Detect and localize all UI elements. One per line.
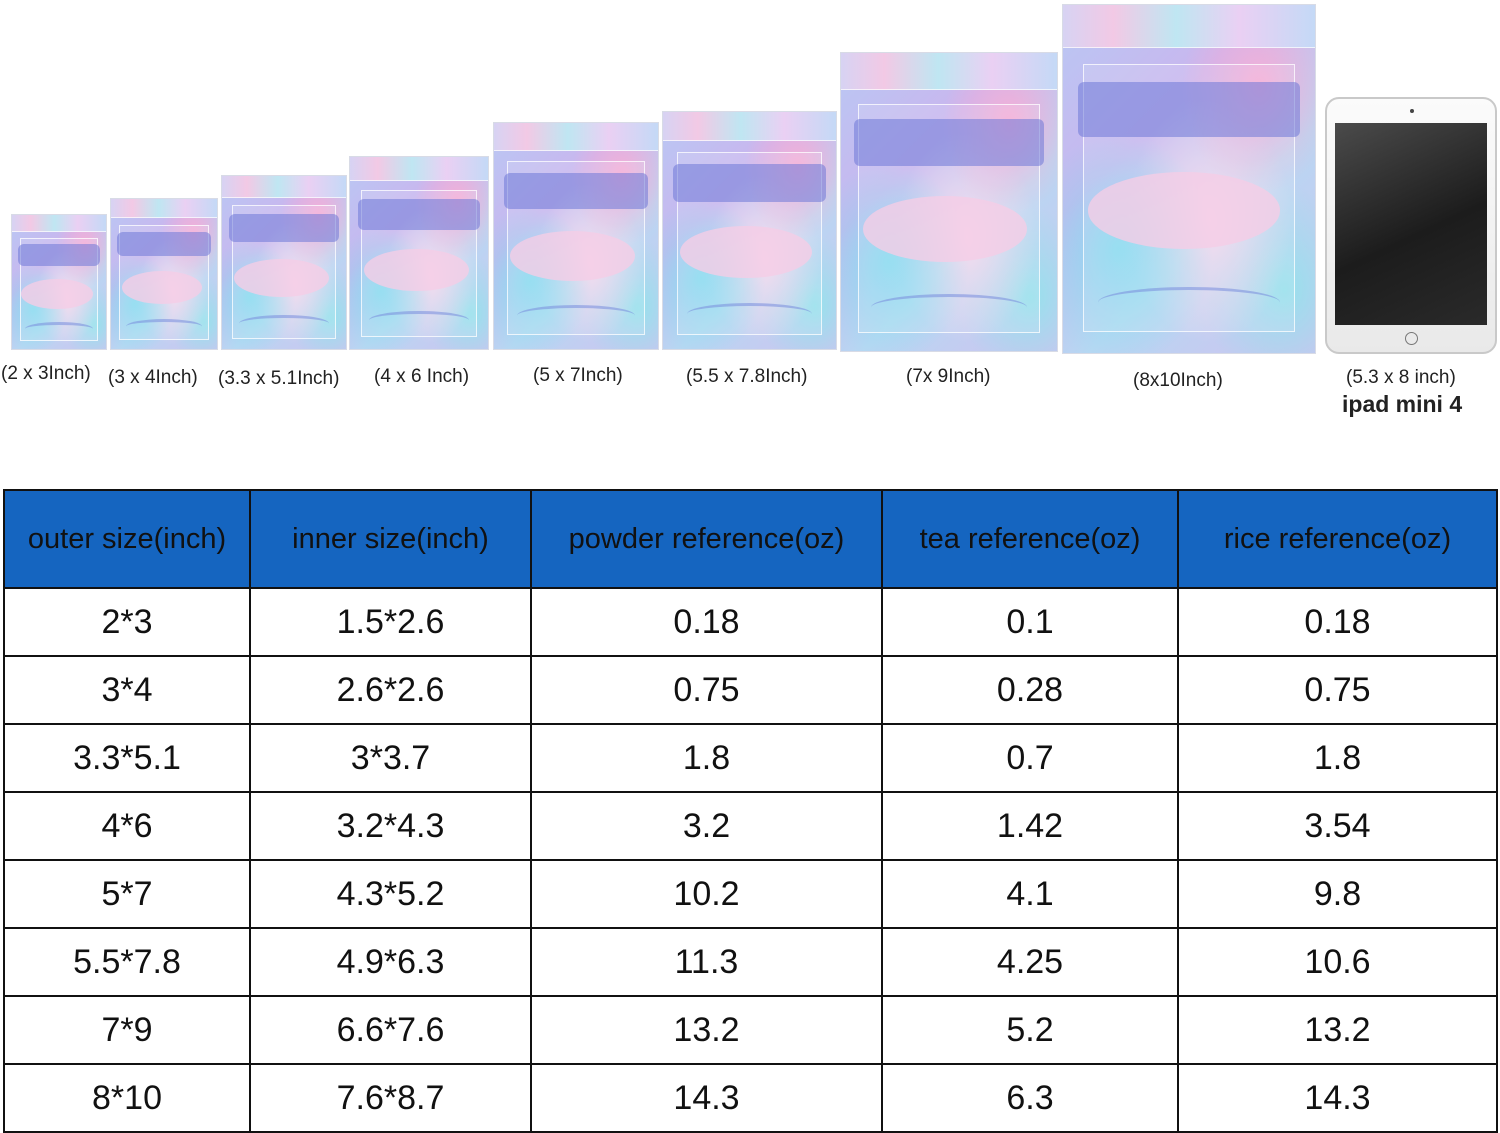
- powder-reference-cell: 14.3: [530, 1063, 883, 1133]
- table-row: 3.3*5.1 3*3.7 1.8 0.7 1.8: [3, 723, 1498, 793]
- ipad-size-label: (5.3 x 8 inch): [1346, 367, 1456, 388]
- table-row: 2*3 1.5*2.6 0.18 0.1 0.18: [3, 587, 1498, 657]
- bag-size-label: (8x10Inch): [1133, 370, 1223, 391]
- rice-reference-cell: 1.8: [1177, 723, 1498, 793]
- rice-reference-cell: 9.8: [1177, 859, 1498, 929]
- tea-reference-cell: 1.42: [881, 791, 1179, 861]
- outer-size-cell: 3.3*5.1: [3, 723, 251, 793]
- inner-size-cell: 2.6*2.6: [249, 655, 532, 725]
- powder-reference-cell: 1.8: [530, 723, 883, 793]
- tea-reference-cell: 0.28: [881, 655, 1179, 725]
- tea-reference-cell: 4.1: [881, 859, 1179, 929]
- powder-reference-cell: 0.75: [530, 655, 883, 725]
- bag-3-3x5-1-image: [221, 175, 347, 350]
- table-header-row: outer size(inch) inner size(inch) powder…: [3, 489, 1498, 589]
- outer-size-cell: 5*7: [3, 859, 251, 929]
- home-button-icon: [1405, 332, 1418, 345]
- bag-3x4-image: [110, 198, 218, 350]
- outer-size-cell: 8*10: [3, 1063, 251, 1133]
- table-row: 7*9 6.6*7.6 13.2 5.2 13.2: [3, 995, 1498, 1065]
- bag-2x3-image: [11, 214, 107, 350]
- tea-reference-cell: 5.2: [881, 995, 1179, 1065]
- powder-reference-cell: 0.18: [530, 587, 883, 657]
- inner-size-cell: 3.2*4.3: [249, 791, 532, 861]
- outer-size-cell: 5.5*7.8: [3, 927, 251, 997]
- bag-5x7-image: [493, 122, 659, 350]
- bag-size-label: (2 x 3Inch): [1, 363, 91, 384]
- bag-4x6-image: [349, 156, 489, 350]
- inner-size-cell: 1.5*2.6: [249, 587, 532, 657]
- bag-size-label: (5.5 x 7.8Inch): [686, 366, 808, 387]
- table-row: 5*7 4.3*5.2 10.2 4.1 9.8: [3, 859, 1498, 929]
- table-row: 4*6 3.2*4.3 3.2 1.42 3.54: [3, 791, 1498, 861]
- inner-size-cell: 7.6*8.7: [249, 1063, 532, 1133]
- bag-size-label: (7x 9Inch): [906, 366, 991, 387]
- outer-size-cell: 7*9: [3, 995, 251, 1065]
- outer-size-cell: 2*3: [3, 587, 251, 657]
- powder-reference-cell: 3.2: [530, 791, 883, 861]
- ipad-name-label: ipad mini 4: [1342, 391, 1463, 417]
- powder-reference-cell: 10.2: [530, 859, 883, 929]
- inner-size-cell: 6.6*7.6: [249, 995, 532, 1065]
- column-header-tea-reference: tea reference(oz): [881, 489, 1179, 589]
- table-row: 3*4 2.6*2.6 0.75 0.28 0.75: [3, 655, 1498, 725]
- tea-reference-cell: 6.3: [881, 1063, 1179, 1133]
- bag-size-label: (5 x 7Inch): [533, 365, 623, 386]
- tea-reference-cell: 4.25: [881, 927, 1179, 997]
- bag-7x9-image: [840, 52, 1058, 352]
- rice-reference-cell: 3.54: [1177, 791, 1498, 861]
- column-header-outer-size: outer size(inch): [3, 489, 251, 589]
- powder-reference-cell: 11.3: [530, 927, 883, 997]
- camera-icon: [1410, 109, 1414, 113]
- table-row: 5.5*7.8 4.9*6.3 11.3 4.25 10.6: [3, 927, 1498, 997]
- bag-size-label: (3 x 4Inch): [108, 367, 198, 388]
- tea-reference-cell: 0.1: [881, 587, 1179, 657]
- powder-reference-cell: 13.2: [530, 995, 883, 1065]
- rice-reference-cell: 0.18: [1177, 587, 1498, 657]
- inner-size-cell: 4.9*6.3: [249, 927, 532, 997]
- bag-8x10-image: [1062, 4, 1316, 354]
- ipad-mini-image: [1325, 97, 1497, 354]
- size-reference-table: outer size(inch) inner size(inch) powder…: [3, 489, 1498, 1133]
- bag-size-label: (4 x 6 Inch): [374, 366, 470, 387]
- tea-reference-cell: 0.7: [881, 723, 1179, 793]
- rice-reference-cell: 0.75: [1177, 655, 1498, 725]
- column-header-inner-size: inner size(inch): [249, 489, 532, 589]
- column-header-powder-reference: powder reference(oz): [530, 489, 883, 589]
- bag-5-5x7-8-image: [662, 111, 837, 350]
- outer-size-cell: 3*4: [3, 655, 251, 725]
- tablet-screen: [1335, 123, 1487, 325]
- rice-reference-cell: 13.2: [1177, 995, 1498, 1065]
- inner-size-cell: 4.3*5.2: [249, 859, 532, 929]
- bag-size-label: (3.3 x 5.1Inch): [218, 368, 340, 389]
- table-row: 8*10 7.6*8.7 14.3 6.3 14.3: [3, 1063, 1498, 1133]
- column-header-rice-reference: rice reference(oz): [1177, 489, 1498, 589]
- rice-reference-cell: 14.3: [1177, 1063, 1498, 1133]
- outer-size-cell: 4*6: [3, 791, 251, 861]
- rice-reference-cell: 10.6: [1177, 927, 1498, 997]
- inner-size-cell: 3*3.7: [249, 723, 532, 793]
